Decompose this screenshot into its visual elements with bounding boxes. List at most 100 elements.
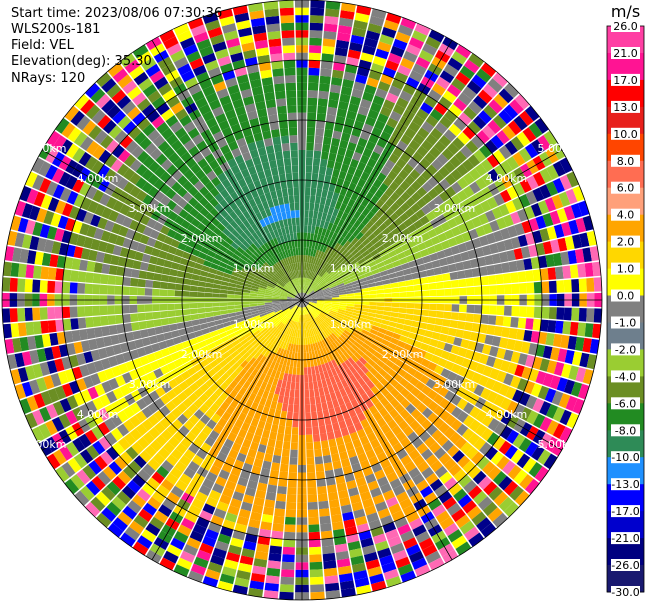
ppi-gate	[418, 537, 434, 551]
ppi-gate	[593, 277, 602, 292]
ppi-gate	[325, 167, 334, 176]
ppi-gate	[391, 364, 401, 373]
ppi-gate	[334, 185, 342, 194]
ppi-gate	[216, 222, 226, 232]
ppi-gate	[488, 315, 497, 325]
ppi-gate	[277, 322, 284, 330]
ppi-gate	[347, 336, 356, 344]
ppi-gate	[187, 570, 204, 583]
ppi-gate	[375, 540, 389, 552]
ppi-gate	[172, 255, 182, 264]
ppi-gate	[174, 461, 187, 473]
ppi-gate	[182, 309, 191, 316]
colorbar-tick-bg	[611, 181, 640, 194]
ppi-gate	[479, 266, 488, 276]
ppi-gate	[516, 329, 525, 341]
ppi-gate	[310, 7, 325, 16]
ppi-gate	[306, 306, 312, 313]
ppi-gate	[237, 476, 249, 487]
ppi-gate	[56, 331, 66, 345]
ppi-gate	[338, 420, 347, 430]
ppi-gate	[322, 45, 335, 55]
ppi-gate	[188, 186, 199, 197]
ppi-gate	[374, 218, 384, 228]
ppi-gate	[542, 345, 553, 359]
ppi-gate	[307, 120, 316, 128]
ppi-gate	[255, 101, 266, 111]
ppi-gate	[307, 479, 317, 488]
ppi-gate	[370, 205, 380, 215]
ppi-gate	[331, 305, 339, 309]
ppi-gate	[258, 268, 267, 275]
ppi-gate	[288, 302, 296, 307]
ppi-gate	[280, 227, 287, 236]
ppi-gate	[298, 285, 301, 293]
ppi-gate	[427, 361, 438, 372]
ppi-gate	[563, 379, 576, 395]
ppi-gate	[228, 140, 239, 151]
ppi-gate	[185, 266, 194, 274]
ppi-gate	[223, 151, 234, 162]
ppi-gate	[437, 357, 448, 368]
ppi-gate	[331, 272, 339, 279]
ppi-gate	[198, 275, 208, 282]
ppi-gate	[200, 146, 212, 158]
ppi-gate	[518, 282, 527, 294]
ppi-gate	[99, 305, 108, 316]
ppi-gate	[463, 172, 475, 185]
ppi-gate	[264, 499, 275, 509]
ppi-gate	[336, 266, 344, 273]
ppi-gate	[307, 278, 311, 287]
ppi-gate	[359, 435, 370, 446]
ppi-gate	[438, 202, 449, 214]
ppi-gate	[127, 86, 142, 100]
ppi-gate	[315, 291, 324, 295]
ppi-gate	[345, 149, 355, 159]
ppi-gate	[523, 258, 533, 270]
colorbar-tick-bg	[611, 559, 640, 571]
ppi-gate	[399, 335, 408, 343]
ppi-gate	[240, 254, 249, 262]
ppi-gate	[10, 262, 20, 277]
range-ring-label: 4.00km	[486, 172, 528, 185]
ppi-gate	[349, 274, 358, 280]
ppi-gate	[327, 369, 334, 378]
ppi-gate	[406, 308, 415, 315]
ppi-gate	[288, 303, 296, 308]
ppi-gate	[304, 306, 309, 314]
ppi-gate	[390, 282, 399, 288]
ppi-gate	[171, 396, 182, 407]
ppi-gate	[110, 158, 124, 173]
ppi-gate	[238, 335, 247, 343]
ppi-gate	[320, 158, 328, 168]
ppi-gate	[492, 149, 506, 164]
ppi-gate	[399, 498, 413, 510]
ppi-gate	[160, 318, 170, 326]
ppi-gate	[192, 134, 204, 146]
ppi-gate	[249, 441, 259, 451]
ppi-gate	[519, 178, 532, 193]
ppi-gate	[129, 402, 141, 415]
ppi-gate	[399, 292, 407, 298]
ppi-gate	[363, 551, 378, 563]
ppi-gate	[442, 319, 451, 327]
ppi-gate	[129, 65, 145, 80]
ppi-gate	[300, 277, 302, 285]
ppi-gate	[447, 263, 457, 273]
ppi-gate	[321, 189, 328, 198]
ppi-gate	[324, 275, 332, 282]
ppi-gate	[275, 440, 283, 449]
ppi-gate	[279, 243, 285, 252]
ppi-gate	[333, 528, 346, 538]
ppi-gate	[304, 217, 309, 226]
ppi-gate	[311, 366, 316, 375]
ppi-gate	[151, 490, 166, 504]
ppi-gate	[149, 229, 160, 240]
ppi-gate	[309, 37, 322, 46]
ppi-gate	[376, 261, 386, 269]
ppi-gate	[321, 402, 328, 411]
ppi-gate	[276, 331, 283, 339]
ppi-gate	[54, 306, 63, 319]
ppi-gate	[114, 305, 123, 315]
ppi-gate	[339, 203, 347, 212]
